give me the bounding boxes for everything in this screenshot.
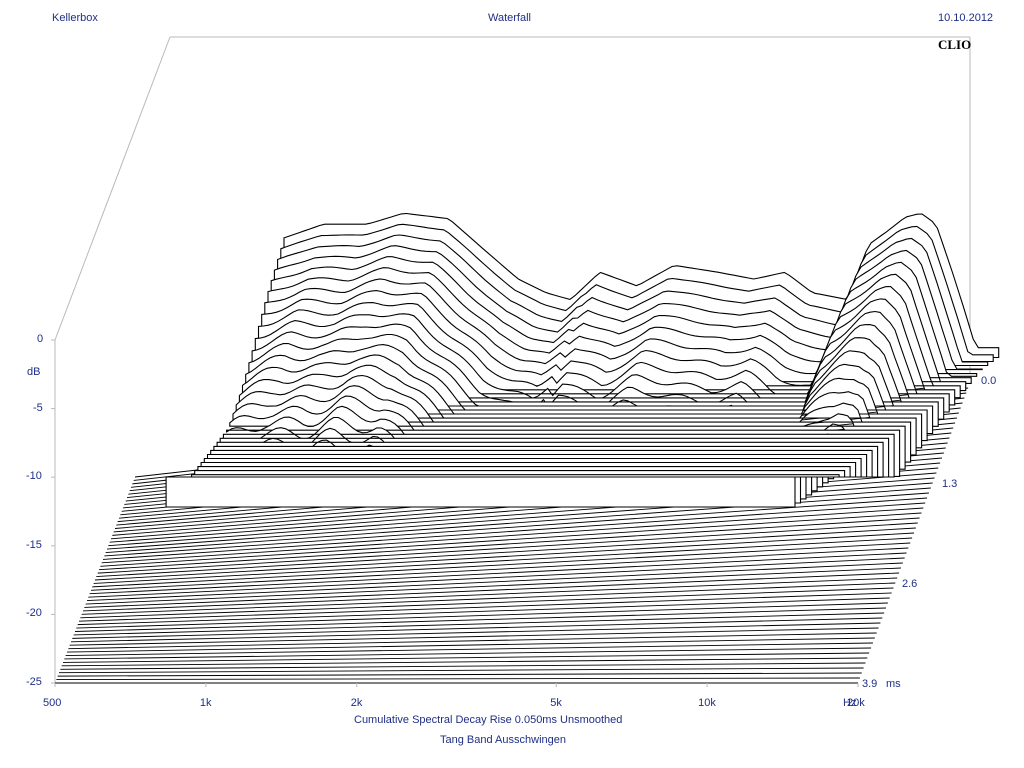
floor-line xyxy=(101,507,924,564)
x-tick-label: 5k xyxy=(550,697,562,709)
floor-line xyxy=(104,497,928,557)
floor-line xyxy=(66,637,875,653)
floor-line xyxy=(60,662,866,670)
floor-line xyxy=(80,587,894,619)
x-tick-label: 2k xyxy=(350,697,363,709)
y-tick-label: -5 xyxy=(33,401,43,414)
x-axis-label: Hz xyxy=(843,697,857,709)
header-left-label: Kellerbox xyxy=(52,12,98,24)
floor-line xyxy=(94,532,915,581)
x-tick-label: 1k xyxy=(199,697,212,709)
floor-line xyxy=(81,582,896,615)
floor-line xyxy=(74,607,887,632)
clio-brand-logo: CLIO xyxy=(938,37,972,52)
floor-line xyxy=(100,512,922,567)
floor-line xyxy=(61,657,868,667)
floor-line xyxy=(102,502,926,560)
floor-line xyxy=(93,537,913,584)
y-axis-label: dB xyxy=(27,366,41,378)
z-tick-label: 2.6 xyxy=(902,578,918,590)
decay-slices xyxy=(165,212,1000,508)
floor-line xyxy=(86,562,903,602)
chart-frame xyxy=(54,36,971,683)
floor-line xyxy=(72,617,883,639)
floor-line xyxy=(84,572,900,608)
chart-title: Waterfall xyxy=(488,12,531,24)
header-date: 10.10.2012 xyxy=(938,12,994,24)
floor-line xyxy=(98,517,920,571)
z-tick-label: 1.3 xyxy=(942,478,958,490)
floor-line xyxy=(56,677,860,681)
frame-line xyxy=(54,36,171,341)
floor-line xyxy=(96,527,916,578)
x-tick-label: 20k xyxy=(847,697,865,709)
floor-line xyxy=(64,647,872,660)
floor-line xyxy=(68,632,877,650)
y-tick-label: -20 xyxy=(26,607,42,620)
floor-line xyxy=(70,622,881,643)
floor-line xyxy=(57,672,862,677)
floor-line xyxy=(88,557,905,598)
y-tick-label: -15 xyxy=(26,538,42,551)
y-tick-label: 0 xyxy=(37,333,44,345)
floor-line xyxy=(58,667,864,674)
floor-line xyxy=(90,547,909,591)
floor-line xyxy=(82,577,898,612)
floor-line xyxy=(76,602,888,629)
floor-line xyxy=(92,542,911,588)
floor-line xyxy=(65,642,873,656)
z-tick-label: 0.0 xyxy=(981,375,997,387)
footer-line-2: Tang Band Ausschwingen xyxy=(440,734,566,746)
x-tick-label: 500 xyxy=(43,697,62,709)
z-tick-label: 3.9 xyxy=(862,678,878,690)
floor-line xyxy=(62,652,870,663)
floor-line xyxy=(78,592,892,622)
floor-line xyxy=(85,567,901,605)
floor-line xyxy=(73,612,885,636)
footer-line-1: Cumulative Spectral Decay Rise 0.050ms U… xyxy=(354,714,623,726)
floor-line xyxy=(89,552,907,595)
floor-line xyxy=(69,627,879,646)
x-tick-label: 10k xyxy=(698,697,716,709)
z-axis-label: ms xyxy=(886,678,901,690)
y-tick-label: -10 xyxy=(26,470,42,483)
axis-ticks xyxy=(51,339,859,687)
y-tick-label: -25 xyxy=(26,676,42,688)
floor-line xyxy=(97,522,918,574)
floor-line xyxy=(77,597,890,626)
decay-slice xyxy=(165,476,796,508)
